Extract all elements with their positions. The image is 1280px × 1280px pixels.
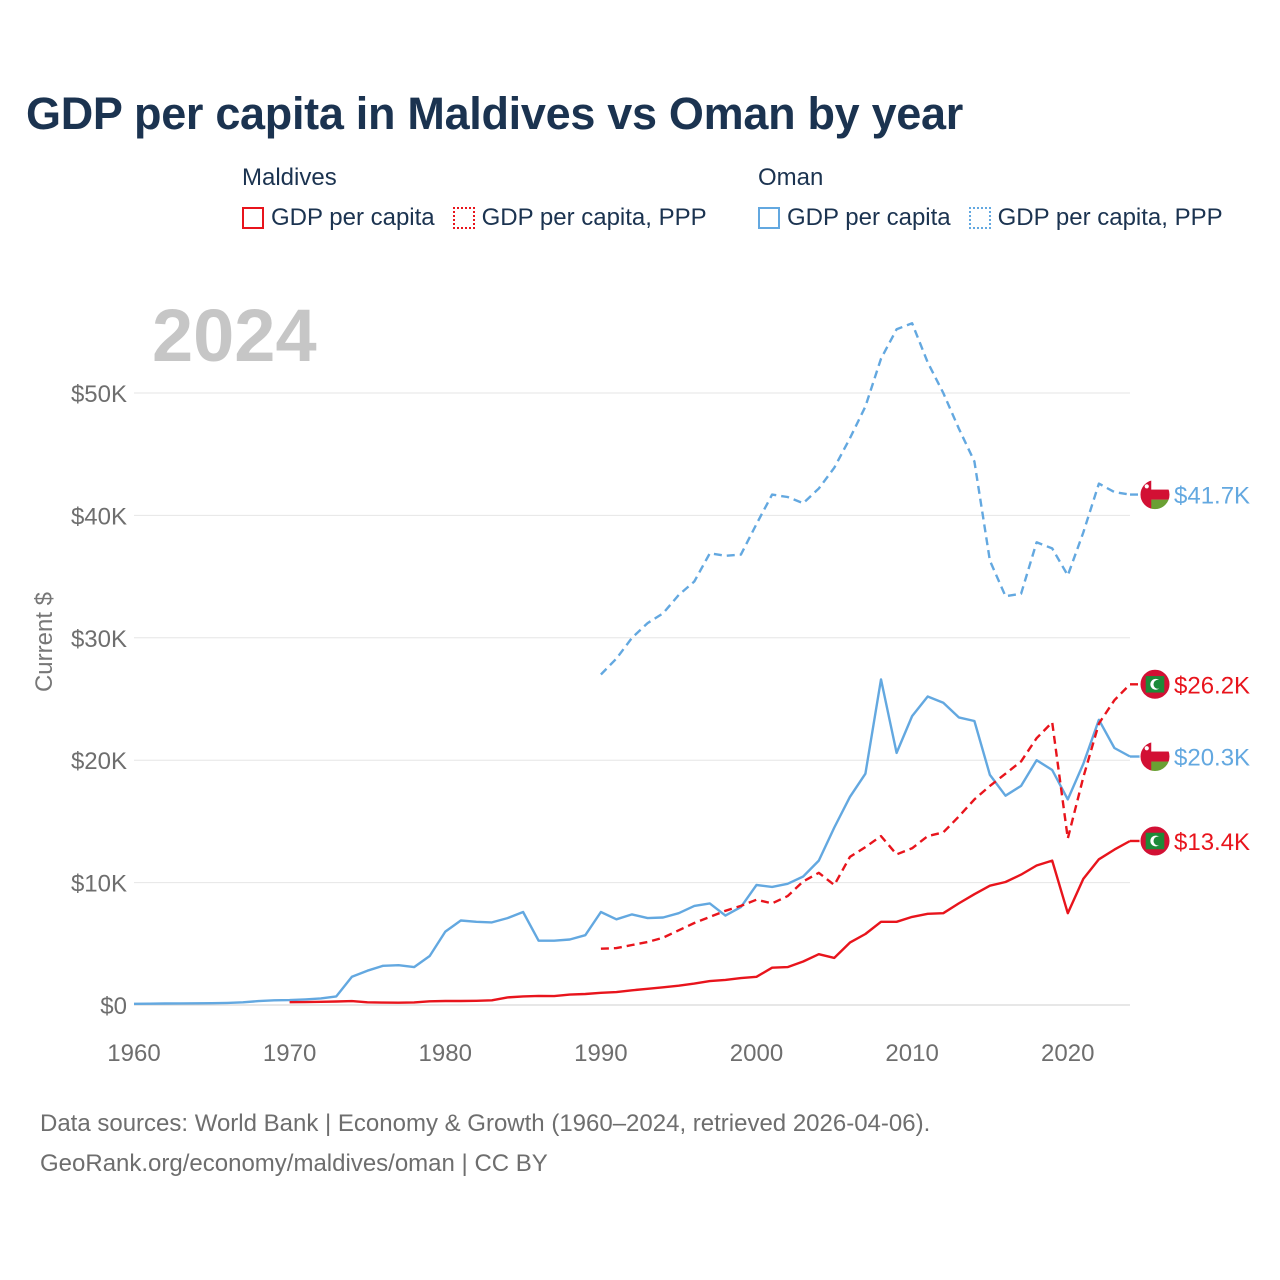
flag-red-hoist	[1140, 479, 1152, 510]
legend-group-oman: Oman GDP per capita GDP per capita, PPP	[758, 162, 1223, 232]
y-tick-label: $50K	[71, 381, 127, 408]
y-tick-label: $30K	[71, 626, 127, 653]
legend-items-maldives: GDP per capita GDP per capita, PPP	[242, 204, 707, 232]
x-tick-label: 1990	[574, 1040, 627, 1067]
flag-green-band	[1140, 499, 1170, 510]
maldives-flag-icon	[1140, 825, 1170, 856]
series-lines	[133, 322, 1131, 1005]
maldives-flag-icon	[1140, 669, 1170, 700]
end-value-label: $13.4K	[1174, 829, 1250, 856]
gridlines	[134, 392, 1130, 1006]
legend-group-maldives: Maldives GDP per capita GDP per capita, …	[242, 162, 707, 232]
flag-crescent-cut	[1153, 836, 1163, 846]
y-axis-ticks: $0 $10K $20K $30K $40K $50K	[71, 381, 127, 1020]
legend-swatch-dotted	[968, 207, 991, 229]
flag-outline	[1139, 741, 1171, 773]
y-tick-label: $0	[100, 993, 127, 1020]
x-tick-label: 1980	[419, 1040, 472, 1067]
x-tick-label: 2020	[1041, 1040, 1094, 1067]
end-value-label: $20.3K	[1174, 745, 1250, 772]
flag-red-band	[1140, 489, 1170, 500]
x-tick-label: 2000	[730, 1040, 783, 1067]
x-tick-label: 2010	[885, 1040, 938, 1067]
series-line-oman-gdp-per-capita-ppp[interactable]	[600, 322, 1131, 676]
flag-emblem	[1144, 484, 1149, 489]
oman-flag-icon	[1140, 479, 1170, 510]
flag-outline	[1139, 668, 1171, 700]
flag-red-band	[1140, 751, 1170, 762]
legend-item-oman-gdp-ppp[interactable]: GDP per capita, PPP	[968, 204, 1223, 232]
series-line-maldives-gdp-per-capita[interactable]	[289, 839, 1131, 1004]
legend-swatch-solid	[242, 207, 264, 229]
flag-emblem	[1144, 746, 1149, 751]
year-watermark: 2024	[152, 294, 317, 377]
legend-swatch-solid	[758, 207, 780, 229]
footer: Data sources: World Bank | Economy & Gro…	[40, 1104, 930, 1184]
legend-label: GDP per capita, PPP	[997, 204, 1223, 231]
series-line-oman-gdp-per-capita[interactable]	[133, 678, 1131, 1005]
series-end-markers: $20.3K $41.7K $26.2K $13.4K	[1130, 479, 1250, 857]
y-tick-label: $40K	[71, 503, 127, 530]
chart-title: GDP per capita in Maldives vs Oman by ye…	[26, 88, 963, 139]
legend-items-oman: GDP per capita GDP per capita, PPP	[758, 204, 1223, 232]
series-line-maldives-gdp-per-capita-ppp[interactable]	[600, 683, 1131, 950]
flag-red-hoist	[1140, 741, 1152, 772]
legend-label: GDP per capita	[271, 204, 435, 231]
legend-country-oman: Oman	[758, 164, 824, 191]
x-tick-label: 1970	[263, 1040, 316, 1067]
flag-green-band	[1140, 761, 1170, 772]
end-value-label: $26.2K	[1174, 672, 1250, 699]
legend-label: GDP per capita, PPP	[481, 204, 707, 231]
y-tick-label: $10K	[71, 871, 127, 898]
legend-swatch-dotted	[452, 207, 475, 229]
y-tick-label: $20K	[71, 748, 127, 775]
footer-link[interactable]: GeoRank.org/economy/maldives/oman | CC B…	[40, 1150, 548, 1177]
x-axis-ticks: 1960 1970 1980 1990 2000 2010 2020	[107, 1040, 1094, 1067]
legend-item-maldives-gdp-ppp[interactable]: GDP per capita, PPP	[452, 204, 707, 232]
flag-crescent-cut	[1153, 679, 1163, 689]
legend-item-maldives-gdp[interactable]: GDP per capita	[242, 204, 435, 232]
footer-source: Data sources: World Bank | Economy & Gro…	[40, 1110, 931, 1137]
x-tick-label: 1960	[107, 1040, 160, 1067]
oman-flag-icon	[1140, 741, 1170, 772]
flag-outline	[1139, 479, 1171, 511]
legend-label: GDP per capita	[787, 204, 951, 231]
flag-outline	[1139, 825, 1171, 857]
end-value-label: $41.7K	[1174, 483, 1250, 510]
legend-item-oman-gdp[interactable]: GDP per capita	[758, 204, 951, 232]
legend-country-maldives: Maldives	[242, 164, 337, 191]
y-axis-label: Current $	[31, 592, 58, 692]
